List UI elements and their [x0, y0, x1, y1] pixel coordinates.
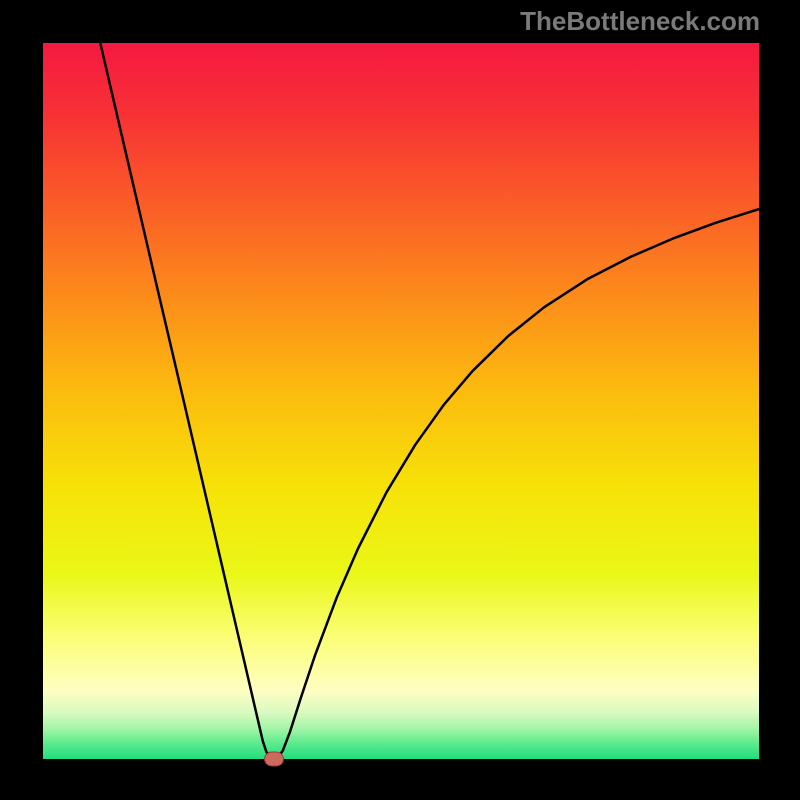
- bottleneck-curve: [100, 43, 759, 759]
- watermark-text: TheBottleneck.com: [520, 6, 760, 37]
- curve-layer: [43, 43, 759, 759]
- plot-area: [43, 43, 759, 759]
- min-point-marker: [264, 752, 284, 767]
- chart-stage: TheBottleneck.com: [0, 0, 800, 800]
